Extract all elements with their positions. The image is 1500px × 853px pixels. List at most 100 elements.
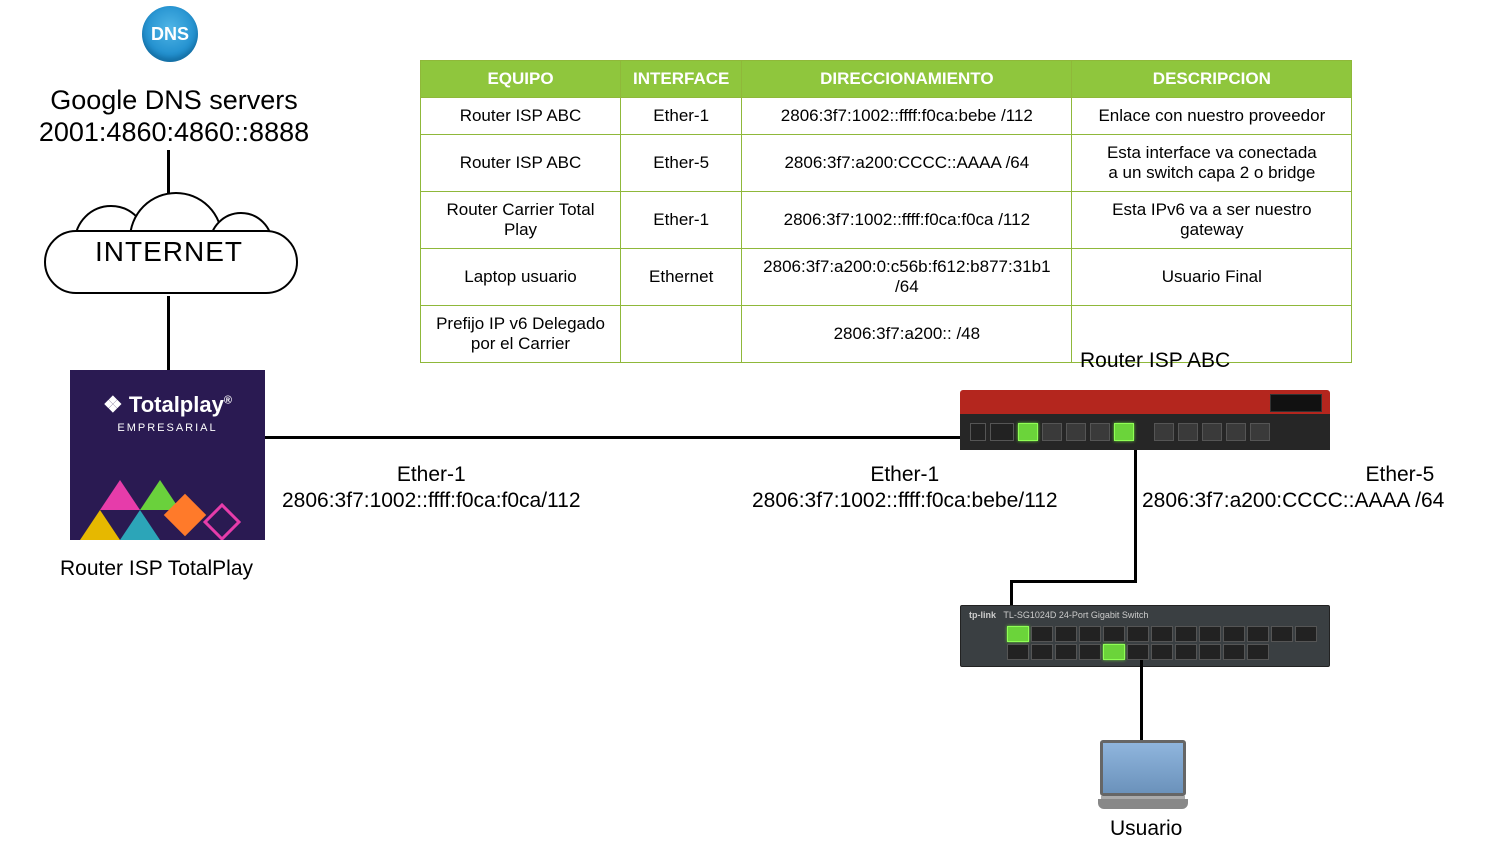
totalplay-router: ❖ Totalplay® EMPRESARIAL xyxy=(70,370,265,540)
mikrotik-sfp xyxy=(990,423,1014,441)
switch-port xyxy=(1271,626,1293,642)
table-cell: Router Carrier Total Play xyxy=(421,192,621,249)
mikrotik-port xyxy=(1114,423,1134,441)
dns-address: 2001:4860:4860::8888 xyxy=(24,116,324,148)
table-row: Router ISP ABCEther-12806:3f7:1002::ffff… xyxy=(421,98,1352,135)
laptop-screen xyxy=(1100,740,1186,796)
label-tp-right-iface: Ether-1 xyxy=(282,462,581,488)
mikrotik-port xyxy=(1042,423,1062,441)
table-cell: Esta interface va conectada a un switch … xyxy=(1072,135,1352,192)
mikrotik-caption: Router ISP ABC xyxy=(1080,348,1230,374)
table-cell xyxy=(621,306,742,363)
switch-ports xyxy=(1007,626,1317,660)
switch-port xyxy=(1079,644,1101,660)
link-totalplay-mikrotik xyxy=(265,436,1013,439)
label-mt-left: Ether-1 2806:3f7:1002::ffff:f0ca:bebe/11… xyxy=(752,462,1058,515)
table-cell: Prefijo IP v6 Delegado por el Carrier xyxy=(421,306,621,363)
mikrotik-port xyxy=(1090,423,1110,441)
table-cell: 2806:3f7:a200:CCCC::AAAA /64 xyxy=(742,135,1072,192)
label-mt-left-iface: Ether-1 xyxy=(752,462,1058,488)
table-cell: Ether-5 xyxy=(621,135,742,192)
table-header: DIRECCIONAMIENTO xyxy=(742,61,1072,98)
switch-port xyxy=(1199,644,1221,660)
totalplay-sub: EMPRESARIAL xyxy=(70,422,265,434)
switch-port xyxy=(1127,626,1149,642)
switch-port xyxy=(1079,626,1101,642)
totalplay-deco xyxy=(70,470,265,540)
link-cloud-totalplay xyxy=(167,296,170,370)
switch-port xyxy=(1055,626,1077,642)
dns-block: DNS xyxy=(142,6,198,62)
label-tp-right: Ether-1 2806:3f7:1002::ffff:f0ca:f0ca/11… xyxy=(282,462,581,515)
dns-title-block: Google DNS servers 2001:4860:4860::8888 xyxy=(24,84,324,149)
label-mt-right: Ether-5 2806:3f7:a200:CCCC::AAAA /64 xyxy=(1142,462,1444,515)
table-cell: Ethernet xyxy=(621,249,742,306)
switch-port xyxy=(1103,626,1125,642)
dns-icon: DNS xyxy=(142,6,198,62)
cloud-label: INTERNET xyxy=(34,236,304,268)
switch-port xyxy=(1031,626,1053,642)
laptop-base xyxy=(1098,799,1188,809)
switch-port xyxy=(1295,626,1317,642)
mikrotik-router xyxy=(960,390,1330,450)
table-cell: Laptop usuario xyxy=(421,249,621,306)
switch-port xyxy=(1223,626,1245,642)
mikrotik-port xyxy=(1154,423,1174,441)
label-mt-right-iface: Ether-5 xyxy=(1142,462,1444,488)
totalplay-brand: ❖ Totalplay® xyxy=(70,370,265,418)
link-mt-sw-v1 xyxy=(1134,450,1137,580)
switch-port xyxy=(1247,644,1269,660)
switch-port xyxy=(1127,644,1149,660)
table-cell: Ether-1 xyxy=(621,192,742,249)
mikrotik-usb xyxy=(970,423,986,441)
link-sw-laptop xyxy=(1140,660,1143,740)
table-row: Router Carrier Total PlayEther-12806:3f7… xyxy=(421,192,1352,249)
table-cell: 2806:3f7:1002::ffff:f0ca:f0ca /112 xyxy=(742,192,1072,249)
switch-port xyxy=(1031,644,1053,660)
table-row: Router ISP ABCEther-52806:3f7:a200:CCCC:… xyxy=(421,135,1352,192)
dns-icon-label: DNS xyxy=(151,24,189,45)
laptop-caption: Usuario xyxy=(1110,816,1182,842)
addressing-table: EQUIPOINTERFACEDIRECCIONAMIENTODESCRIPCI… xyxy=(420,60,1352,363)
internet-cloud: INTERNET xyxy=(34,200,304,310)
mikrotik-top xyxy=(960,390,1330,414)
mikrotik-port xyxy=(1066,423,1086,441)
switch-port xyxy=(1223,644,1245,660)
addressing-table-wrap: EQUIPOINTERFACEDIRECCIONAMIENTODESCRIPCI… xyxy=(420,60,1352,363)
mikrotik-lcd xyxy=(1270,394,1322,412)
table-cell: Ether-1 xyxy=(621,98,742,135)
table-cell: Usuario Final xyxy=(1072,249,1352,306)
switch-port xyxy=(1175,626,1197,642)
switch-port xyxy=(1247,626,1269,642)
mikrotik-ports xyxy=(960,414,1330,450)
table-cell: 2806:3f7:a200:0:c56b:f612:b877:31b1 /64 xyxy=(742,249,1072,306)
mikrotik-port xyxy=(1226,423,1246,441)
table-cell: Router ISP ABC xyxy=(421,135,621,192)
laptop xyxy=(1098,740,1188,809)
switch-model: TL-SG1024D 24-Port Gigabit Switch xyxy=(1003,610,1148,620)
totalplay-caption: Router ISP TotalPlay xyxy=(60,556,253,582)
switch-port xyxy=(1055,644,1077,660)
switch-port xyxy=(1007,644,1029,660)
table-cell: Esta IPv6 va a ser nuestro gateway xyxy=(1072,192,1352,249)
switch-port xyxy=(1151,644,1173,660)
mikrotik-port xyxy=(1202,423,1222,441)
totalplay-brand-text: Totalplay xyxy=(129,392,224,417)
switch-body: tp-link TL-SG1024D 24-Port Gigabit Switc… xyxy=(960,605,1330,667)
label-mt-right-addr: 2806:3f7:a200:CCCC::AAAA /64 xyxy=(1142,488,1444,514)
mikrotik-port xyxy=(1250,423,1270,441)
switch-port xyxy=(1151,626,1173,642)
label-mt-left-addr: 2806:3f7:1002::ffff:f0ca:bebe/112 xyxy=(752,488,1058,514)
switch-port xyxy=(1007,626,1029,642)
switch-port xyxy=(1199,626,1221,642)
link-mt-sw-h xyxy=(1010,580,1137,583)
table-header: DESCRIPCION xyxy=(1072,61,1352,98)
table-cell: 2806:3f7:a200:: /48 xyxy=(742,306,1072,363)
totalplay-brand-icon: ❖ xyxy=(103,392,123,417)
switch: tp-link TL-SG1024D 24-Port Gigabit Switc… xyxy=(960,605,1330,667)
table-header: INTERFACE xyxy=(621,61,742,98)
table-header: EQUIPO xyxy=(421,61,621,98)
table-cell: 2806:3f7:1002::ffff:f0ca:bebe /112 xyxy=(742,98,1072,135)
label-tp-right-addr: 2806:3f7:1002::ffff:f0ca:f0ca/112 xyxy=(282,488,581,514)
switch-port xyxy=(1175,644,1197,660)
